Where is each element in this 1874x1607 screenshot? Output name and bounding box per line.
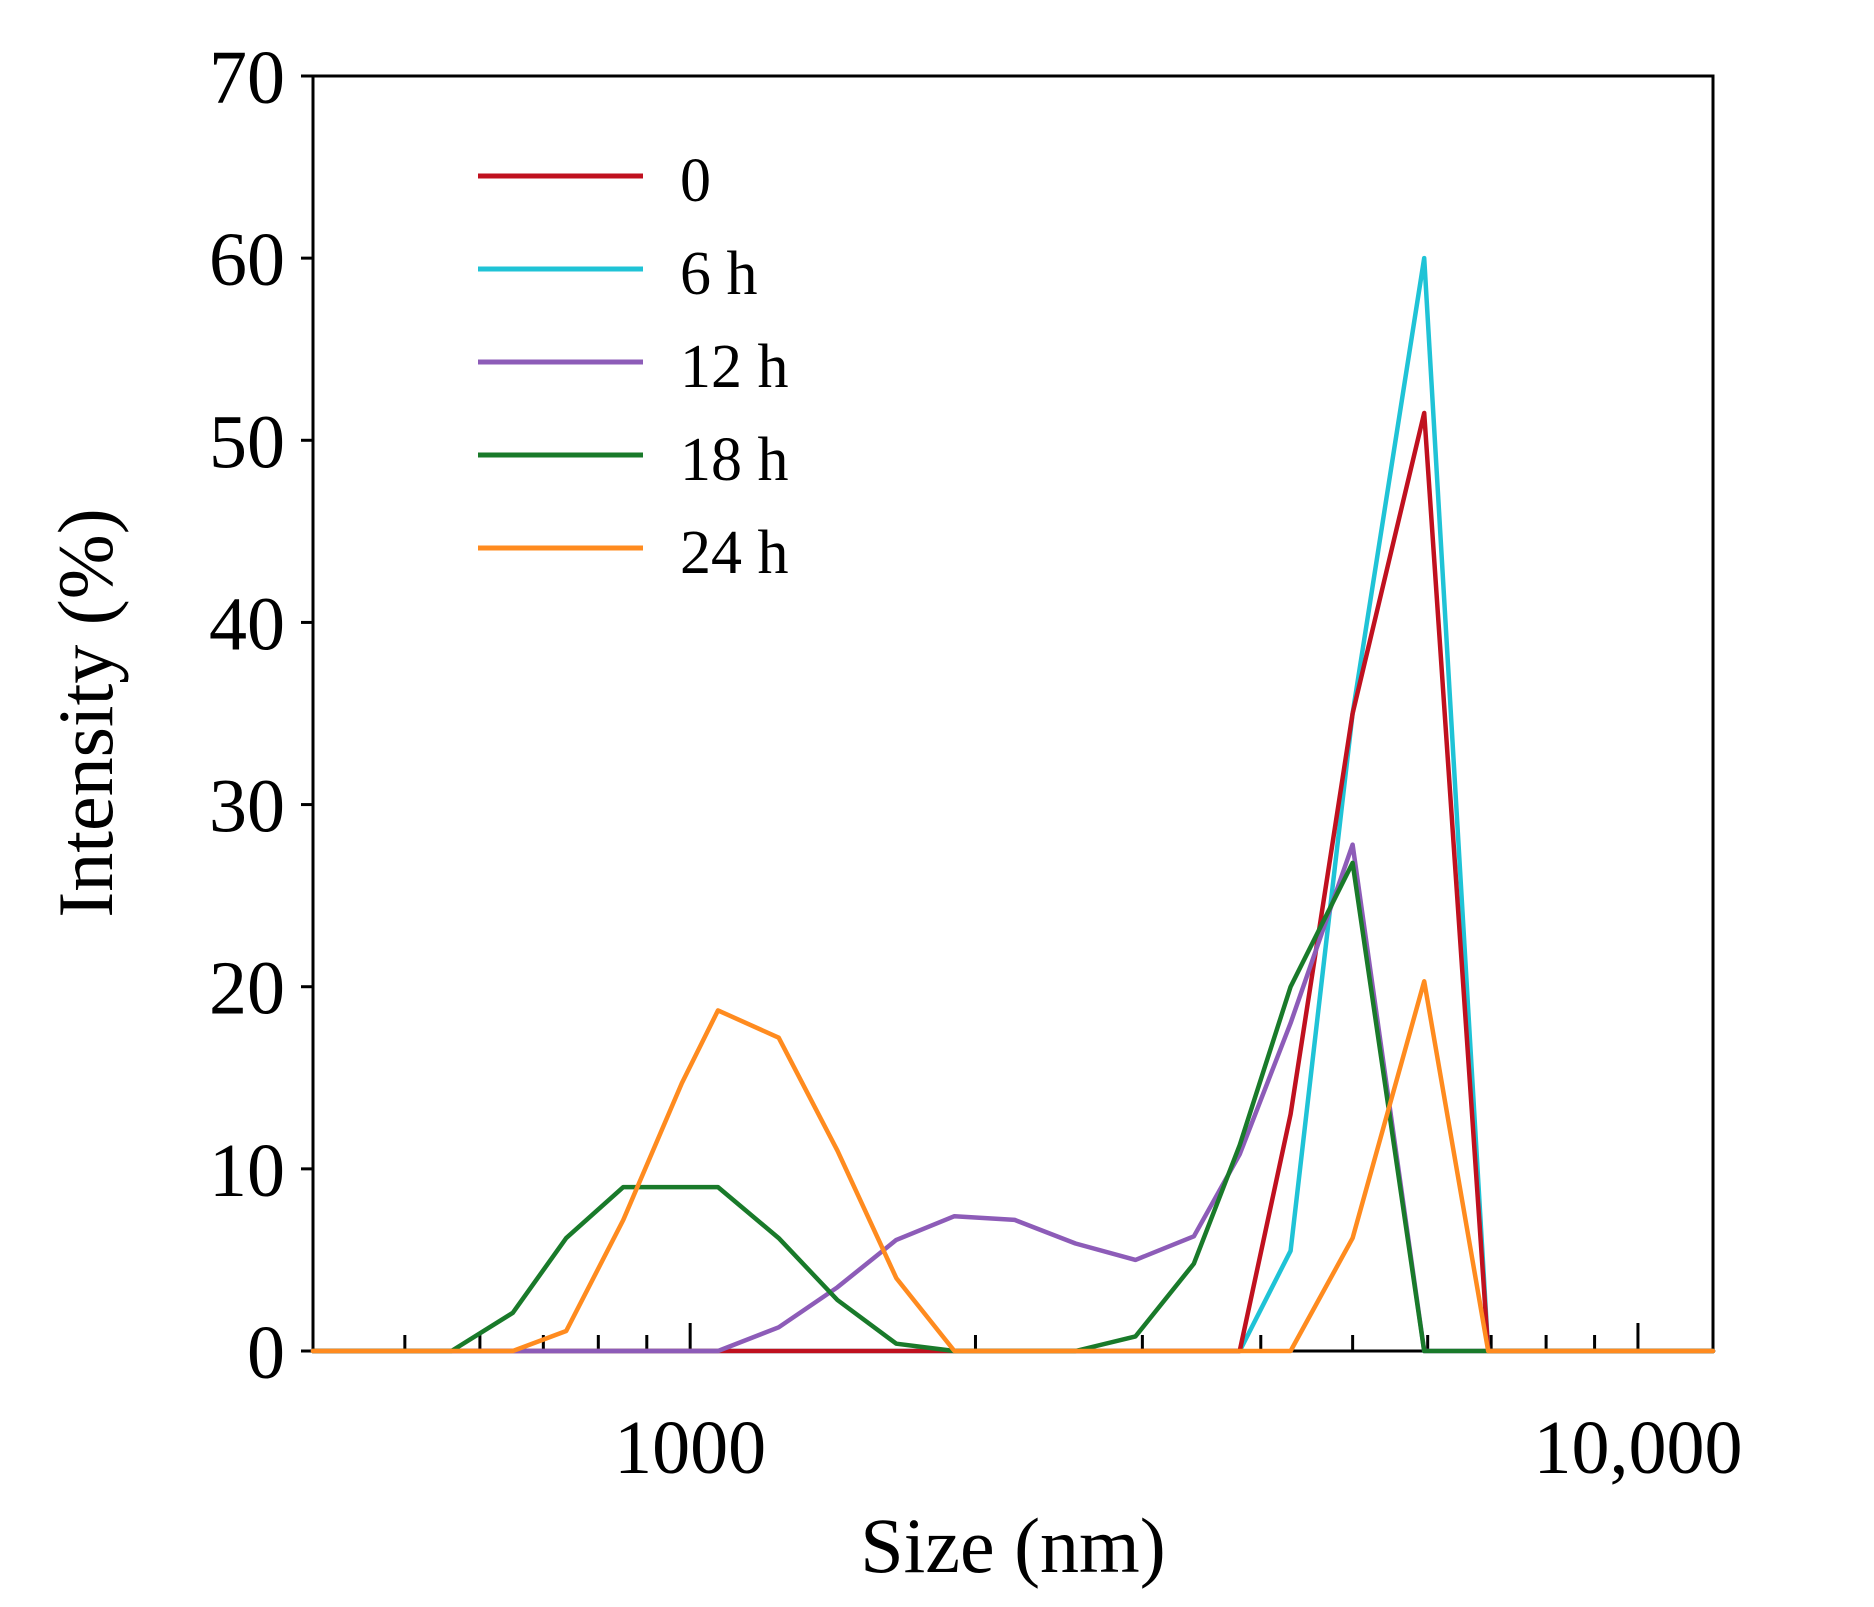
y-tick-label: 10 — [209, 1129, 285, 1213]
series-layer — [310, 255, 1716, 1354]
y-tick-label: 30 — [209, 765, 285, 849]
series-line-6h — [310, 255, 1716, 1354]
legend-label: 18 h — [680, 426, 789, 494]
legend: 0 6 h 12 h 18 h 24 h — [478, 147, 789, 587]
series-line-24h — [310, 979, 1716, 1354]
x-axis-label: Size (nm) — [860, 1502, 1165, 1589]
series-line-12h — [310, 842, 1716, 1354]
axis-ticks: 0 10 20 30 40 50 60 70 1000 10,000 — [209, 36, 1742, 1490]
y-tick-label: 40 — [209, 582, 285, 666]
y-tick-label: 0 — [247, 1311, 285, 1395]
legend-label: 12 h — [680, 333, 789, 401]
y-tick-label: 60 — [209, 218, 285, 302]
x-tick-label: 10,000 — [1533, 1406, 1742, 1490]
series-line-0 — [310, 410, 1716, 1354]
legend-label: 24 h — [680, 519, 789, 587]
y-tick-label: 50 — [209, 400, 285, 484]
y-tick-label: 20 — [209, 947, 285, 1031]
y-axis-label: Intensity (%) — [42, 508, 129, 917]
y-tick-label: 70 — [209, 36, 285, 120]
x-tick-label: 1000 — [614, 1406, 766, 1490]
legend-label: 0 — [680, 147, 711, 215]
series-line-18h — [310, 860, 1716, 1354]
legend-label: 6 h — [680, 240, 758, 308]
